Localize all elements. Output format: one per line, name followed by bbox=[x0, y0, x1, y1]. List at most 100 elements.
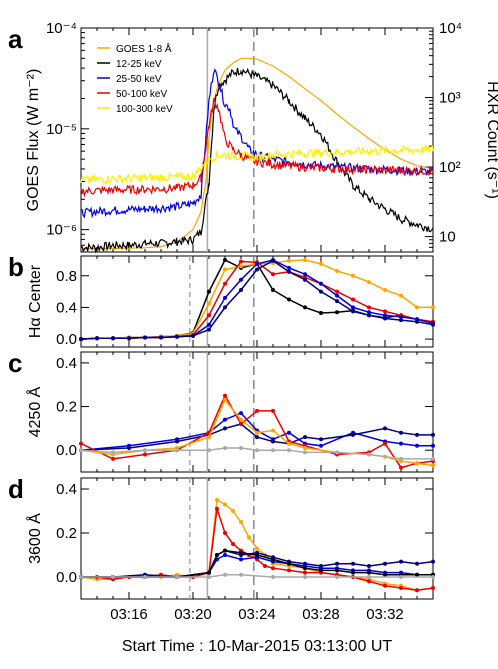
data-point bbox=[207, 435, 211, 440]
x-tick-label: 03:24 bbox=[238, 606, 276, 623]
series-line-b-2 bbox=[80, 260, 434, 340]
data-point bbox=[415, 305, 419, 310]
data-point bbox=[175, 448, 179, 453]
legend-label: 50-100 keV bbox=[116, 89, 167, 100]
data-point bbox=[143, 335, 147, 340]
data-point bbox=[271, 439, 275, 444]
data-point bbox=[143, 575, 147, 579]
data-point bbox=[383, 316, 387, 321]
data-point bbox=[287, 561, 291, 566]
y-tick-label-right: 10³ bbox=[439, 90, 461, 107]
data-point bbox=[303, 305, 307, 310]
panel-letter: b bbox=[8, 252, 24, 282]
series-line-a-1 bbox=[80, 67, 434, 254]
data-point bbox=[319, 281, 323, 286]
data-point bbox=[239, 550, 243, 555]
data-point bbox=[351, 305, 355, 310]
data-point bbox=[231, 542, 235, 546]
data-point bbox=[223, 305, 227, 310]
data-point bbox=[255, 430, 259, 435]
data-point bbox=[255, 553, 259, 557]
data-point bbox=[143, 452, 147, 457]
data-point bbox=[367, 579, 371, 584]
data-point bbox=[415, 432, 419, 437]
data-point bbox=[415, 572, 419, 577]
y-tick-label-right: 10⁴ bbox=[439, 20, 462, 37]
data-point bbox=[383, 441, 387, 446]
series-line-b-1 bbox=[80, 259, 433, 340]
data-point bbox=[351, 570, 355, 575]
y-axis-label-right: HXR Count (s⁻¹) bbox=[484, 81, 498, 199]
y-axis-label-left: GOES Flux (W m⁻²) bbox=[25, 69, 42, 212]
data-point bbox=[383, 583, 387, 588]
data-point bbox=[383, 561, 387, 566]
data-point bbox=[111, 450, 115, 455]
data-point bbox=[223, 553, 227, 557]
data-point bbox=[319, 261, 323, 266]
legend-label: 100-300 keV bbox=[116, 104, 173, 115]
data-point bbox=[143, 448, 147, 453]
data-point bbox=[319, 443, 323, 448]
data-point bbox=[431, 456, 435, 461]
y-tick-label: 0.0 bbox=[56, 569, 77, 586]
data-point bbox=[367, 575, 371, 579]
series-line-b-4 bbox=[80, 259, 434, 340]
data-point bbox=[255, 435, 259, 440]
data-point bbox=[319, 311, 323, 315]
data-point bbox=[287, 265, 291, 270]
x-tick-label: 03:32 bbox=[366, 606, 404, 623]
data-point bbox=[191, 333, 195, 338]
data-point bbox=[287, 297, 291, 302]
data-point bbox=[255, 261, 259, 266]
data-point bbox=[223, 548, 227, 553]
data-point bbox=[383, 572, 387, 577]
data-point bbox=[303, 575, 307, 579]
data-point bbox=[303, 446, 307, 450]
y-axis-label: 4250 Å bbox=[25, 386, 44, 437]
data-point bbox=[207, 301, 211, 306]
y-axis-label: Hα Center bbox=[27, 264, 44, 338]
data-point bbox=[287, 430, 291, 435]
data-point bbox=[351, 273, 355, 278]
data-point bbox=[335, 299, 339, 304]
data-point bbox=[415, 561, 419, 566]
data-point bbox=[351, 309, 355, 314]
data-point bbox=[215, 498, 219, 502]
legend-label: GOES 1-8 Å bbox=[116, 42, 172, 55]
data-point bbox=[287, 568, 291, 573]
data-point bbox=[255, 546, 259, 551]
data-point bbox=[239, 288, 243, 292]
data-point bbox=[335, 450, 339, 455]
data-point bbox=[335, 568, 339, 573]
data-point bbox=[383, 426, 387, 431]
data-point bbox=[127, 336, 131, 341]
data-point bbox=[335, 561, 339, 566]
data-point bbox=[367, 310, 371, 315]
data-point bbox=[207, 322, 211, 327]
data-point bbox=[319, 568, 323, 573]
data-point bbox=[231, 509, 235, 513]
y-axis-label: 3600 Å bbox=[25, 513, 44, 564]
data-point bbox=[319, 289, 323, 294]
data-point bbox=[223, 398, 227, 402]
data-point bbox=[431, 305, 435, 310]
series-line-c-0 bbox=[80, 412, 433, 451]
y-tick-label-left: 10⁻⁵ bbox=[46, 121, 77, 138]
y-tick-label: 0.0 bbox=[56, 442, 77, 459]
data-point bbox=[111, 575, 115, 579]
data-point bbox=[431, 463, 435, 468]
y-tick-label: 0.4 bbox=[56, 299, 77, 316]
data-point bbox=[399, 559, 403, 564]
data-point bbox=[415, 443, 419, 448]
data-point bbox=[255, 448, 259, 453]
data-point bbox=[239, 277, 243, 282]
data-point bbox=[367, 452, 371, 457]
y-tick-label: 0.2 bbox=[56, 525, 77, 542]
data-point bbox=[287, 258, 291, 263]
data-point bbox=[223, 258, 227, 262]
data-point bbox=[399, 456, 403, 461]
data-point bbox=[79, 441, 83, 446]
y-tick-label: 0.0 bbox=[56, 331, 77, 348]
y-tick-label: 0.4 bbox=[56, 355, 77, 372]
data-point bbox=[399, 430, 403, 435]
